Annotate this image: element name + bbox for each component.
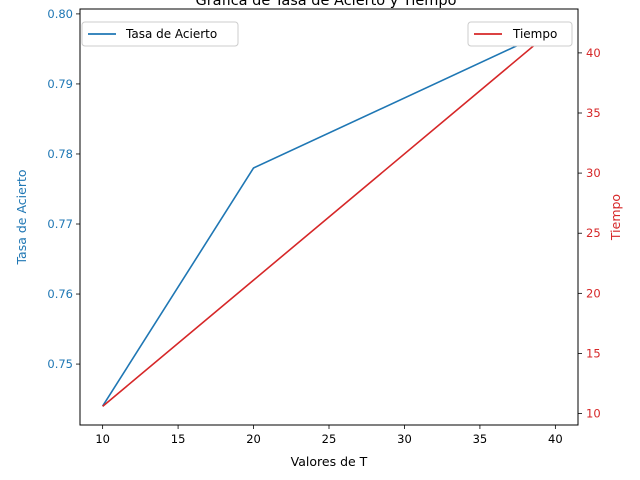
left-y-tick-label: 0.78 (47, 147, 73, 161)
series-lines (101, 27, 556, 407)
x-tick-label: 30 (397, 432, 412, 446)
right-y-tick-label: 25 (586, 226, 601, 240)
x-axis-label: Valores de T (291, 454, 368, 469)
right-y-tick-label: 15 (586, 346, 601, 360)
legend-right-label: Tiempo (512, 27, 557, 41)
x-axis: 10 15 20 25 30 35 40 (95, 425, 563, 446)
x-tick-label: 25 (322, 432, 337, 446)
right-y-tick-label: 35 (586, 106, 601, 120)
legend-left-label: Tasa de Acierto (125, 27, 217, 41)
left-y-tick-label: 0.75 (47, 357, 73, 371)
right-y-tick-label: 20 (586, 286, 601, 300)
left-y-tick-label: 0.77 (47, 217, 73, 231)
legend-left: Tasa de Acierto (81, 21, 239, 47)
chart-title: Gráfica de Tasa de Acierto y Tiempo (195, 0, 456, 9)
x-tick-label: 15 (171, 432, 186, 446)
right-y-axis-label: Tiempo (608, 194, 623, 241)
x-tick-label: 10 (95, 432, 110, 446)
left-y-axis-label: Tasa de Acierto (14, 169, 29, 265)
x-tick-label: 35 (473, 432, 488, 446)
right-y-tick-label: 40 (586, 46, 601, 60)
series-line-tasa-de-acierto (101, 27, 556, 407)
left-y-tick-label: 0.79 (47, 77, 73, 91)
series-line-tiempo (102, 27, 556, 407)
left-y-tick-label: 0.76 (47, 287, 73, 301)
legend-right: Tiempo (467, 21, 573, 47)
x-tick-label: 40 (548, 432, 563, 446)
right-y-tick-label: 10 (586, 407, 601, 421)
x-tick-label: 20 (246, 432, 261, 446)
right-y-axis: 10 15 20 25 30 35 40 (578, 46, 601, 421)
left-y-tick-label: 0.80 (47, 7, 73, 21)
right-y-tick-label: 30 (586, 166, 601, 180)
left-y-axis: 0.75 0.76 0.77 0.78 0.79 0.80 (47, 7, 80, 371)
